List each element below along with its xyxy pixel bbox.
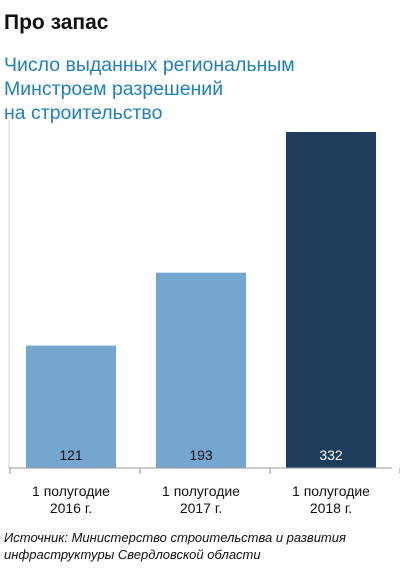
bar [26, 345, 116, 468]
category-label: 1 полугодие 2017 г. [136, 483, 266, 517]
category-label-line: 1 полугодие [292, 483, 370, 499]
bar-value-label: 121 [59, 447, 83, 463]
category-label-line: 2017 г. [179, 500, 223, 516]
source-note: Источник: Министерство строительства и р… [4, 529, 396, 563]
chart-subtitle: Число выданных региональным Минстроем ра… [4, 53, 396, 125]
category-label-line: 2016 г. [49, 500, 93, 516]
source-line: инфраструктуры Свердловской области [4, 547, 261, 562]
bar-value-label: 332 [319, 447, 343, 463]
bar [156, 272, 246, 468]
chart-title: Про запас [4, 11, 109, 34]
category-label-line: 1 полугодие [162, 483, 240, 499]
category-label-line: 1 полугодие [32, 483, 110, 499]
bar [286, 132, 376, 468]
source-line: Источник: Министерство строительства и р… [4, 530, 346, 545]
category-label: 1 полугодие 2016 г. [6, 483, 136, 517]
subtitle-line: Число выданных региональным [4, 54, 295, 76]
category-label: 1 полугодие 2018 г. [266, 483, 396, 517]
bar-value-label: 193 [189, 447, 213, 463]
subtitle-line: на строительство [4, 102, 163, 124]
subtitle-line: Минстроем разрешений [4, 78, 224, 100]
category-label-line: 2018 г. [309, 500, 353, 516]
